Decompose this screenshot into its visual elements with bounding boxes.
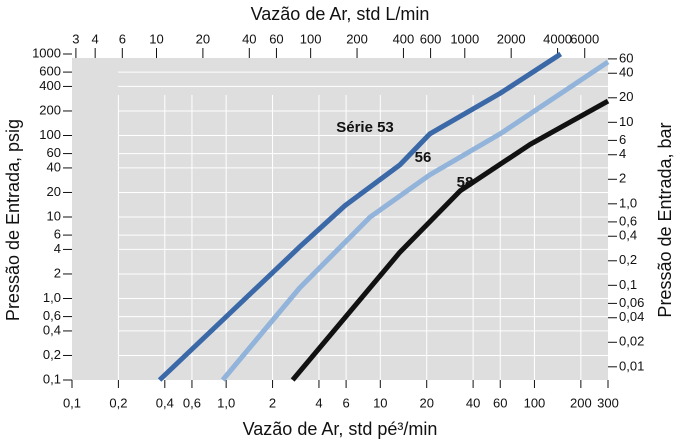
y-tick-label: 2 — [54, 265, 61, 280]
x2-tick-label: 4 — [92, 31, 99, 46]
x2-tick-label: 600 — [420, 31, 442, 46]
x-tick-label: 20 — [419, 395, 433, 410]
x2-tick-label: 6000 — [570, 31, 599, 46]
x2-tick-label: 200 — [346, 31, 368, 46]
x-tick-label: 10 — [373, 395, 387, 410]
x-tick-label: 6 — [342, 395, 349, 410]
x2-tick-label: 1000 — [450, 31, 479, 46]
series-label: 56 — [415, 149, 432, 166]
x-tick-label: 4 — [315, 395, 322, 410]
y2-tick-label: 0,02 — [619, 334, 644, 349]
x-tick-label: 1,0 — [217, 395, 235, 410]
x2-tick-label: 3 — [72, 31, 79, 46]
y2-tick-label: 4 — [619, 146, 626, 161]
x-tick-label: 0,6 — [183, 395, 201, 410]
y-tick-label: 400 — [39, 78, 61, 93]
y2-tick-label: 1,0 — [619, 195, 637, 210]
series-line — [290, 98, 610, 382]
y2-tick-label: 0,4 — [619, 228, 637, 243]
y-tick-label: 0,2 — [43, 347, 61, 362]
series-line — [157, 51, 563, 382]
x-tick-label: 0,1 — [63, 395, 81, 410]
x2-tick-label: 100 — [300, 31, 322, 46]
x2-tick-label: 20 — [196, 31, 210, 46]
y2-tick-label: 0,2 — [619, 252, 637, 267]
y-tick-label: 600 — [39, 64, 61, 79]
x2-tick-label: 60 — [269, 31, 283, 46]
y2-tick-label: 0,01 — [619, 358, 644, 373]
series-label: Série 53 — [336, 119, 394, 136]
x2-tick-label: 4000 — [543, 31, 572, 46]
x-tick-label: 40 — [466, 395, 480, 410]
y-tick-label: 0,1 — [43, 371, 61, 386]
series-label: 58 — [457, 174, 474, 191]
x2-tick-label: 40 — [242, 31, 256, 46]
y2-tick-label: 0,04 — [619, 309, 644, 324]
y2-tick-label: 6 — [619, 132, 626, 147]
x-tick-label: 100 — [524, 395, 546, 410]
y-axis-title: Pressão de Entrada, psig — [3, 119, 23, 321]
x-tick-label: 200 — [570, 395, 592, 410]
x-axis-title: Vazão de Ar, std pé³/min — [243, 419, 438, 439]
y2-tick-label: 20 — [619, 89, 633, 104]
x-tick-label: 300 — [597, 395, 619, 410]
y-tick-label: 0,6 — [43, 308, 61, 323]
x2-tick-label: 2000 — [497, 31, 526, 46]
series-line — [220, 59, 610, 382]
y-tick-label: 6 — [54, 227, 61, 242]
x-tick-label: 60 — [493, 395, 507, 410]
y-tick-label: 60 — [47, 145, 61, 160]
y2-tick-label: 0,1 — [619, 277, 637, 292]
y-tick-label: 200 — [39, 102, 61, 117]
x-tick-label: 0,2 — [109, 395, 127, 410]
y-tick-label: 1000 — [32, 45, 61, 60]
y-tick-label: 0,4 — [43, 322, 61, 337]
y-tick-label: 20 — [47, 184, 61, 199]
top-axis-title: Vazão de Ar, std L/min — [251, 4, 430, 24]
y-tick-label: 4 — [54, 241, 61, 256]
y2-axis-title: Pressão de Entrada, bar — [655, 122, 675, 317]
y2-tick-label: 0,6 — [619, 213, 637, 228]
y-tick-label: 1,0 — [43, 290, 61, 305]
y-tick-label: 100 — [39, 127, 61, 142]
x2-tick-label: 400 — [393, 31, 415, 46]
x2-tick-label: 6 — [119, 31, 126, 46]
y-tick-label: 10 — [47, 208, 61, 223]
y2-tick-label: 40 — [619, 65, 633, 80]
x-tick-label: 0,4 — [156, 395, 174, 410]
x2-tick-label: 10 — [149, 31, 163, 46]
plot-area — [72, 58, 608, 380]
y2-tick-label: 10 — [619, 114, 633, 129]
y2-tick-label: 2 — [619, 171, 626, 186]
y-tick-label: 40 — [47, 159, 61, 174]
y2-tick-label: 0,06 — [619, 295, 644, 310]
x-tick-label: 2 — [269, 395, 276, 410]
y2-tick-label: 60 — [619, 50, 633, 65]
